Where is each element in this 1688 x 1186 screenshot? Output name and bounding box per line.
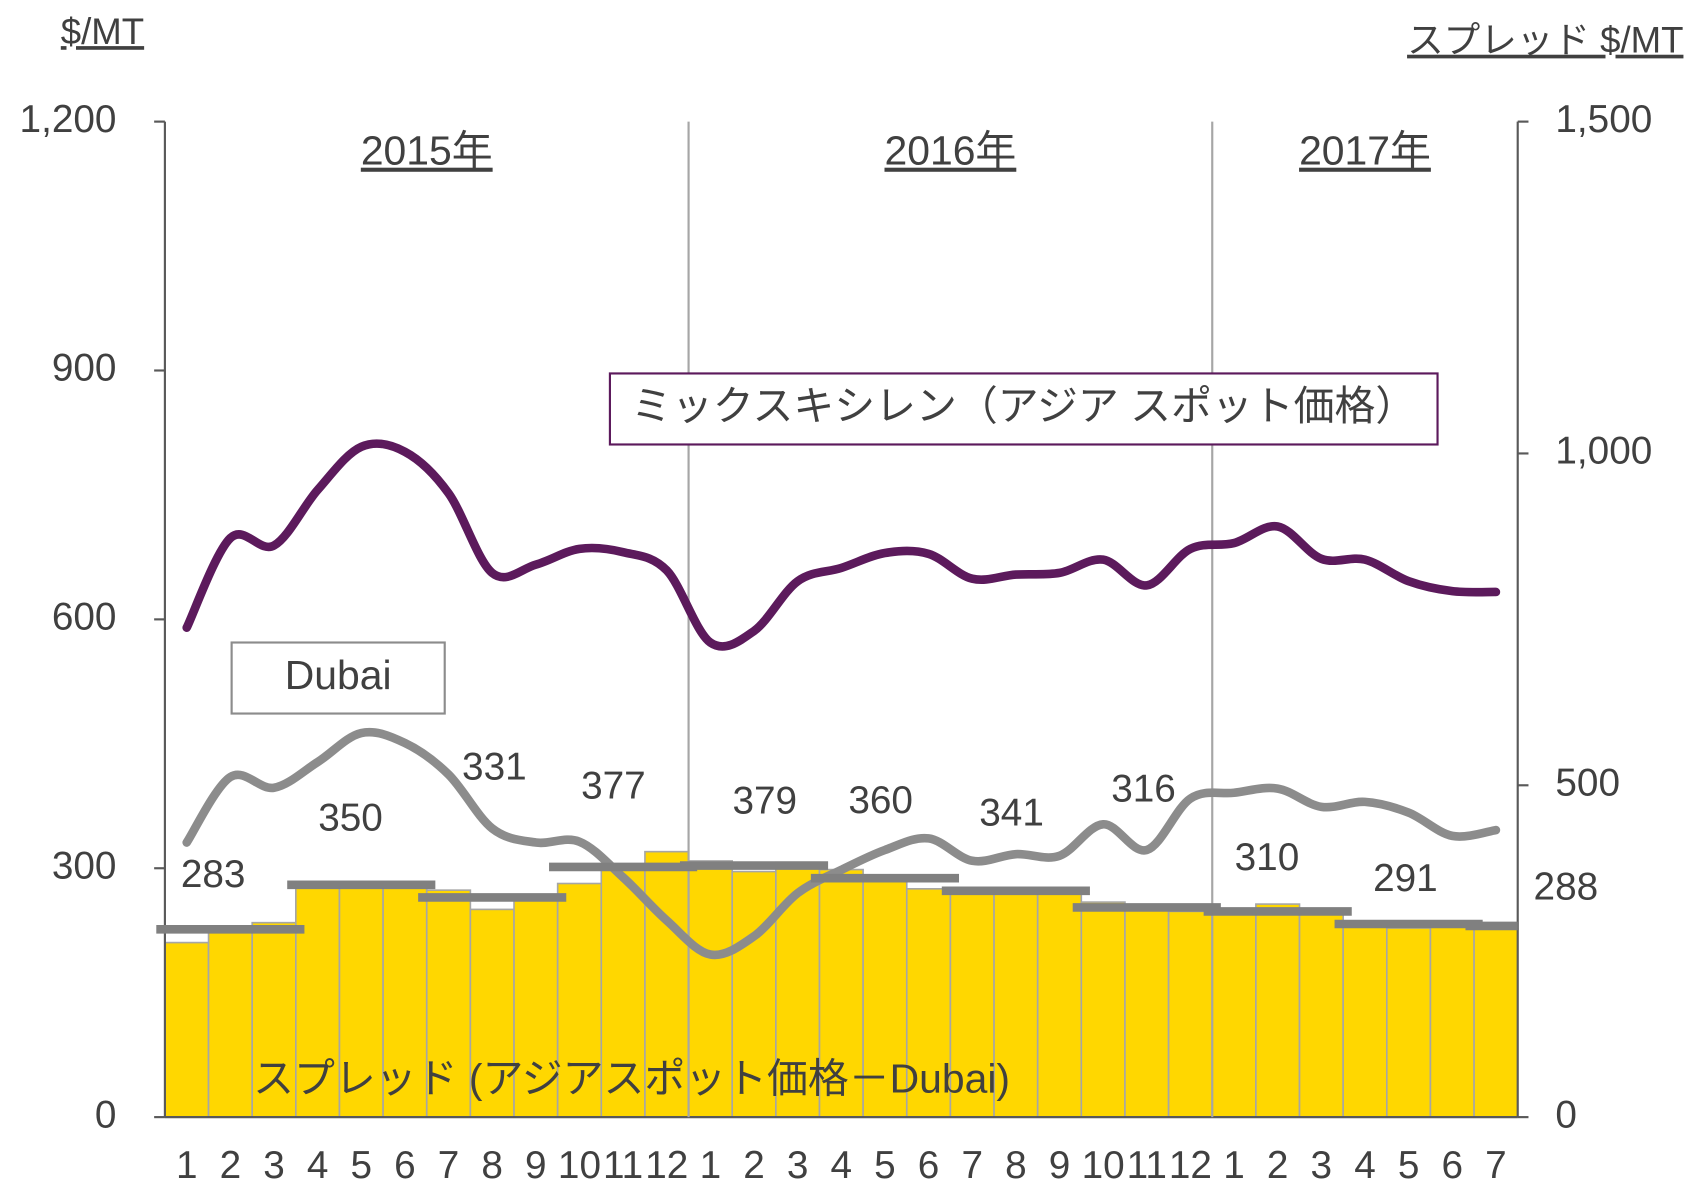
x-tick-label: 4 bbox=[307, 1144, 329, 1186]
x-tick-label: 3 bbox=[1311, 1144, 1333, 1186]
bar bbox=[1124, 906, 1170, 1118]
x-tick-label: 6 bbox=[394, 1144, 416, 1186]
y2-tick-label: 500 bbox=[1555, 762, 1620, 805]
data-label: 360 bbox=[848, 779, 913, 822]
legend-box bbox=[608, 372, 1439, 446]
x-tick-label: 8 bbox=[1005, 1144, 1027, 1186]
data-label: 291 bbox=[1373, 857, 1438, 900]
y-tick-label: 300 bbox=[52, 844, 117, 887]
x-tick-label: 3 bbox=[263, 1144, 285, 1186]
x-tick-label: 5 bbox=[351, 1144, 373, 1186]
line bbox=[182, 439, 1501, 651]
y2-axis-label: スプレッド $/MT bbox=[1407, 20, 1683, 61]
x-tick-label: 11 bbox=[603, 1144, 643, 1186]
x-tick-label: 2 bbox=[1267, 1144, 1289, 1186]
bar bbox=[1298, 911, 1344, 1118]
y2-tick-label: 0 bbox=[1555, 1093, 1577, 1136]
data-label: 350 bbox=[318, 796, 383, 839]
year-label: 2016年 bbox=[885, 128, 1017, 174]
data-label: 379 bbox=[732, 779, 797, 822]
bar bbox=[905, 888, 952, 1118]
x-tick-label: 5 bbox=[1398, 1144, 1420, 1186]
bar bbox=[1211, 910, 1257, 1118]
bar bbox=[164, 941, 210, 1118]
data-label: 341 bbox=[979, 792, 1044, 835]
x-tick-label: 7 bbox=[961, 1144, 983, 1186]
x-tick-label: 7 bbox=[438, 1144, 460, 1186]
bar bbox=[251, 921, 297, 1118]
bar bbox=[1385, 927, 1432, 1118]
y2-tick-label: 1,000 bbox=[1555, 430, 1652, 473]
data-label: 316 bbox=[1111, 767, 1176, 810]
data-label: 377 bbox=[581, 765, 646, 808]
x-tick-label: 10 bbox=[558, 1144, 601, 1186]
bar bbox=[731, 870, 777, 1118]
x-tick-label: 3 bbox=[787, 1144, 809, 1186]
bar bbox=[1342, 920, 1388, 1118]
x-tick-label: 6 bbox=[1441, 1144, 1463, 1186]
x-tick-label: 8 bbox=[481, 1144, 503, 1186]
bar bbox=[1036, 891, 1083, 1118]
bar bbox=[644, 850, 690, 1118]
x-tick-label: 1 bbox=[700, 1144, 722, 1186]
x-tick-label: 12 bbox=[1169, 1144, 1212, 1186]
line bbox=[182, 727, 1501, 960]
bar bbox=[1080, 901, 1126, 1118]
x-tick-label: 12 bbox=[645, 1144, 688, 1186]
y-tick-label: 1,200 bbox=[20, 98, 117, 141]
bar bbox=[949, 893, 995, 1118]
x-tick-label: 4 bbox=[831, 1144, 853, 1186]
y-tick-label: 600 bbox=[52, 596, 117, 639]
x-tick-label: 1 bbox=[176, 1144, 198, 1186]
x-tick-label: 4 bbox=[1354, 1144, 1376, 1186]
x-tick-label: 9 bbox=[525, 1144, 547, 1186]
bar bbox=[1429, 921, 1475, 1118]
year-label: 2015年 bbox=[361, 128, 493, 174]
legend-label: Dubai bbox=[285, 652, 392, 698]
x-tick-label: 2 bbox=[220, 1144, 242, 1186]
bar bbox=[469, 908, 515, 1118]
x-tick-label: 9 bbox=[1049, 1144, 1071, 1186]
bar bbox=[1255, 903, 1301, 1118]
bar bbox=[1167, 910, 1214, 1118]
legend-label: スプレッド (アジアスポット価格－Dubai) bbox=[253, 1055, 1010, 1101]
x-tick-label: 5 bbox=[874, 1144, 896, 1186]
legend-box bbox=[230, 641, 446, 715]
x-tick-label: 2 bbox=[743, 1144, 765, 1186]
x-tick-label: 1 bbox=[1223, 1144, 1245, 1186]
x-tick-label: 11 bbox=[1127, 1144, 1167, 1186]
data-label: 331 bbox=[462, 746, 527, 789]
year-label: 2017年 bbox=[1299, 128, 1431, 174]
data-label: 288 bbox=[1534, 866, 1599, 909]
x-tick-label: 6 bbox=[918, 1144, 940, 1186]
x-tick-label: 7 bbox=[1485, 1144, 1507, 1186]
y-tick-label: 900 bbox=[52, 347, 117, 390]
y2-tick-label: 1,500 bbox=[1555, 98, 1652, 141]
bar bbox=[993, 890, 1039, 1118]
data-label: 283 bbox=[181, 853, 246, 896]
bar bbox=[295, 884, 341, 1118]
bar bbox=[556, 882, 603, 1118]
bar bbox=[207, 931, 253, 1118]
y-tick-label: 0 bbox=[95, 1093, 117, 1136]
bar bbox=[1473, 927, 1519, 1118]
y-axis-label: $/MT bbox=[61, 11, 144, 52]
legend-label: ミックスキシレン（アジア スポット価格） bbox=[631, 383, 1416, 429]
x-tick-label: 10 bbox=[1082, 1144, 1125, 1186]
data-label: 310 bbox=[1235, 836, 1300, 879]
